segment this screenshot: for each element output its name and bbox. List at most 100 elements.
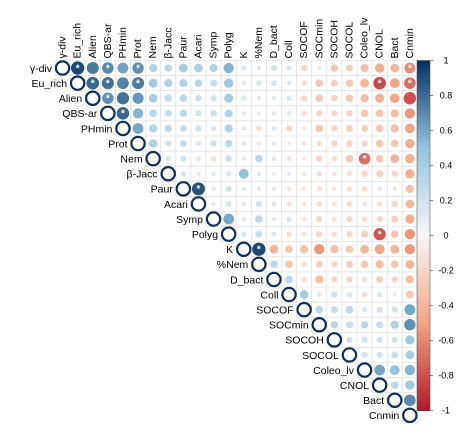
correlation-circle <box>241 95 247 101</box>
correlation-circle <box>256 96 262 101</box>
correlation-circle <box>390 109 399 118</box>
correlation-circle <box>376 275 384 283</box>
column-label: Coll <box>283 40 295 58</box>
correlation-circle <box>374 63 385 73</box>
correlation-circle <box>331 140 338 147</box>
color-bar-segment <box>417 158 430 163</box>
correlation-circle <box>374 364 386 376</box>
correlation-circle <box>269 244 279 254</box>
column-label: Coleo_lv <box>359 17 371 59</box>
color-bar-tick-label: 0.4 <box>440 161 453 171</box>
correlation-circle <box>315 275 324 284</box>
correlation-circle <box>361 336 368 343</box>
color-bar-segment <box>417 162 430 167</box>
correlation-circle <box>256 186 262 192</box>
correlation-circle <box>346 276 353 283</box>
correlation-circle <box>315 79 324 87</box>
color-bar-segment <box>417 361 430 366</box>
color-bar-segment <box>417 382 430 387</box>
color-bar-tick-label: 0.2 <box>440 196 453 206</box>
correlation-circle <box>224 93 234 103</box>
color-bar-segment <box>417 358 430 363</box>
correlation-circle <box>358 152 371 165</box>
correlation-circle <box>256 65 262 71</box>
diagonal-circle <box>220 226 237 242</box>
significance-star: * <box>121 109 125 120</box>
correlation-circle <box>404 108 415 119</box>
correlation-circle <box>405 214 415 224</box>
correlation-circle <box>241 186 246 192</box>
correlation-circle <box>376 170 384 178</box>
correlation-circle <box>404 304 416 316</box>
correlation-circle <box>241 141 247 146</box>
correlation-circle <box>194 79 203 87</box>
correlation-circle <box>209 63 218 73</box>
correlation-circle <box>286 65 292 71</box>
color-bar-segment <box>417 113 430 118</box>
significance-star: * <box>136 78 140 89</box>
correlation-circle <box>361 230 369 238</box>
correlation-circle <box>271 156 277 162</box>
correlation-circle <box>164 124 172 133</box>
color-bar-segment <box>417 386 430 391</box>
row-label: D_bact <box>230 274 263 286</box>
correlation-circle <box>376 201 383 207</box>
grid-lines <box>54 60 418 424</box>
correlation-circle <box>361 351 368 359</box>
correlation-circle <box>301 126 307 131</box>
column-label: Symp <box>208 32 220 59</box>
color-bar-segment <box>417 137 430 142</box>
correlation-circle <box>101 77 114 90</box>
correlation-circle <box>346 201 353 207</box>
column-label: CNOL <box>374 29 386 58</box>
correlation-circle <box>330 79 338 87</box>
correlation-circle <box>376 291 383 298</box>
correlation-circle <box>360 260 369 269</box>
correlation-circle <box>286 231 292 237</box>
correlation-circle <box>345 64 353 72</box>
column-label: %Nem <box>253 27 265 59</box>
correlation-circle <box>316 171 322 177</box>
color-bar-segment <box>417 309 430 314</box>
correlation-circle <box>301 141 307 146</box>
correlation-circle <box>210 140 217 147</box>
correlation-circle <box>405 169 415 179</box>
color-bar-segment <box>417 407 430 412</box>
correlation-circle <box>271 171 276 176</box>
correlation-circle <box>360 94 369 103</box>
color-bar-segment <box>417 344 430 349</box>
diagonal-circle <box>251 256 267 273</box>
correlation-circle <box>285 260 293 269</box>
correlation-circle <box>164 109 172 117</box>
correlation-circle <box>165 155 171 162</box>
correlation-circle <box>164 64 173 72</box>
correlation-circle <box>271 216 277 222</box>
correlation-circle <box>117 62 129 74</box>
correlation-circle <box>180 155 187 162</box>
correlation-circle <box>331 231 338 237</box>
correlation-circle <box>301 156 307 161</box>
correlation-circle <box>404 123 415 134</box>
color-bar-segment <box>417 354 430 359</box>
color-bar-segment <box>417 64 430 69</box>
diagonal-circle <box>160 166 176 182</box>
color-bar-segment <box>417 116 430 121</box>
correlation-circle <box>314 244 325 255</box>
significance-star: * <box>257 245 261 256</box>
correlation-circle <box>286 216 292 222</box>
correlation-circle <box>390 139 399 148</box>
correlation-circle <box>223 78 234 88</box>
correlation-circle <box>211 171 216 177</box>
correlation-circle <box>390 320 399 329</box>
color-bar-segment <box>417 347 430 352</box>
correlation-circle <box>179 140 187 148</box>
column-label: SOCOL <box>343 22 355 59</box>
correlation-circle <box>271 111 277 116</box>
color-bar-segment <box>417 99 430 104</box>
color-bar-segment <box>417 291 430 296</box>
correlation-circle <box>241 216 247 222</box>
correlation-circle <box>331 125 338 132</box>
correlation-circle <box>331 94 338 102</box>
correlation-circle <box>392 186 398 192</box>
color-bar-segment <box>417 88 430 93</box>
